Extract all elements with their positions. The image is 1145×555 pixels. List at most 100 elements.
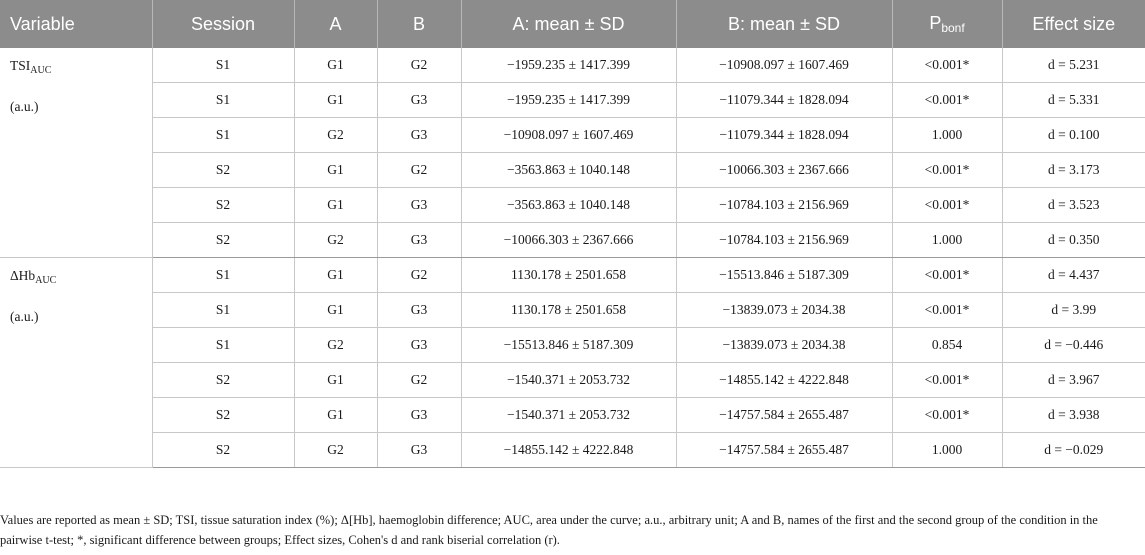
variable-subscript: AUC bbox=[30, 65, 52, 76]
p-value-cell: <0.001* bbox=[891, 187, 1002, 223]
group-b-cell: G3 bbox=[376, 187, 461, 223]
a-mean-cell: −10908.097 ± 1607.469 bbox=[460, 117, 676, 153]
group-a-cell: G1 bbox=[293, 187, 377, 223]
group-b-cell: G3 bbox=[376, 432, 461, 468]
table-body: TSIAUC (a.u.) S1 G1 G2 −1959.235 ± 1417.399 −1… bbox=[0, 48, 1145, 468]
effect-size-cell: d = 3.523 bbox=[1001, 187, 1145, 223]
table-row: S2 G2 G3 −10066.303 ± 2367.666 −10784.103 ± … bbox=[0, 222, 1145, 258]
p-value-cell: <0.001* bbox=[891, 152, 1002, 188]
table-row: S1 G2 G3 −10908.097 ± 1607.469 −11079.344 ± … bbox=[0, 117, 1145, 153]
table-row: TSIAUC (a.u.) S1 G1 G2 −1959.235 ± 1417.399 −1… bbox=[0, 48, 1145, 258]
header-p-bonf: Pbonf bbox=[891, 0, 1002, 48]
group-b-cell: G3 bbox=[376, 82, 461, 118]
table-row: S2 G1 G3 −1540.371 ± 2053.732 −14757.584 ± 2… bbox=[0, 397, 1145, 433]
group-a-cell: G1 bbox=[293, 82, 377, 118]
group-b-cell: G3 bbox=[376, 117, 461, 153]
b-mean-cell: −11079.344 ± 1828.094 bbox=[675, 82, 892, 118]
table-row: S1 G1 G3 −1959.235 ± 1417.399 −11079.344 ± 1… bbox=[0, 82, 1145, 118]
session-cell: S1 bbox=[151, 48, 294, 83]
table-row: S2 G1 G2 −3563.863 ± 1040.148 −10066.303 ± 2… bbox=[0, 152, 1145, 188]
variable-unit: (a.u.) bbox=[10, 309, 39, 324]
effect-size-cell: d = 0.100 bbox=[1001, 117, 1145, 153]
a-mean-cell: −3563.863 ± 1040.148 bbox=[460, 152, 676, 188]
variable-main: TSI bbox=[10, 58, 31, 73]
effect-size-cell: d = 3.173 bbox=[1001, 152, 1145, 188]
b-mean-cell: −15513.846 ± 5187.309 bbox=[675, 257, 892, 293]
table-row: S2 G1 G3 −3563.863 ± 1040.148 −10784.103 ± 2… bbox=[0, 187, 1145, 223]
a-mean-cell: 1130.178 ± 2501.658 bbox=[460, 257, 676, 293]
b-mean-cell: −10784.103 ± 2156.969 bbox=[675, 222, 892, 258]
a-mean-cell: −1959.235 ± 1417.399 bbox=[460, 48, 676, 83]
b-mean-cell: −10066.303 ± 2367.666 bbox=[675, 152, 892, 188]
header-b-mean: B: mean ± SD bbox=[675, 0, 892, 48]
session-cell: S1 bbox=[151, 117, 294, 153]
b-mean-cell: −10908.097 ± 1607.469 bbox=[675, 48, 892, 83]
group-b-cell: G2 bbox=[376, 48, 461, 83]
session-cell: S2 bbox=[151, 222, 294, 258]
b-mean-cell: −13839.073 ± 2034.38 bbox=[675, 292, 892, 328]
p-value-cell: <0.001* bbox=[891, 257, 1002, 293]
header-effect-size: Effect size bbox=[1001, 0, 1145, 48]
effect-size-cell: d = 3.99 bbox=[1001, 292, 1145, 328]
variable-cell: ΔHbAUC (a.u.) bbox=[0, 257, 153, 468]
variable-cell: TSIAUC (a.u.) bbox=[0, 48, 153, 258]
header-p-main: P bbox=[929, 13, 942, 33]
p-value-cell: <0.001* bbox=[891, 82, 1002, 118]
b-mean-cell: −11079.344 ± 1828.094 bbox=[675, 117, 892, 153]
group-a-cell: G2 bbox=[293, 432, 377, 468]
effect-size-cell: d = −0.446 bbox=[1001, 327, 1145, 363]
header-variable: Variable bbox=[0, 0, 152, 48]
variable-unit: (a.u.) bbox=[10, 99, 39, 114]
b-mean-cell: −13839.073 ± 2034.38 bbox=[675, 327, 892, 363]
variable-subscript: AUC bbox=[35, 275, 57, 286]
effect-size-cell: d = 3.938 bbox=[1001, 397, 1145, 433]
group-b-cell: G3 bbox=[376, 222, 461, 258]
group-b-cell: G3 bbox=[376, 327, 461, 363]
session-cell: S1 bbox=[151, 82, 294, 118]
header-session: Session bbox=[151, 0, 294, 48]
table-row: S2 G2 G3 −14855.142 ± 4222.848 −14757.584 ± … bbox=[0, 432, 1145, 468]
p-value-cell: <0.001* bbox=[891, 48, 1002, 83]
header-b: B bbox=[376, 0, 461, 48]
a-mean-cell: −1540.371 ± 2053.732 bbox=[460, 362, 676, 398]
a-mean-cell: −1959.235 ± 1417.399 bbox=[460, 82, 676, 118]
b-mean-cell: −14855.142 ± 4222.848 bbox=[675, 362, 892, 398]
p-value-cell: <0.001* bbox=[891, 397, 1002, 433]
group-b-cell: G3 bbox=[376, 292, 461, 328]
group-a-cell: G2 bbox=[293, 222, 377, 258]
results-table: Variable Session A B A: mean ± SD B: mea… bbox=[0, 0, 1145, 468]
table-row: S2 G1 G2 −1540.371 ± 2053.732 −14855.142 ± 4… bbox=[0, 362, 1145, 398]
effect-size-cell: d = 3.967 bbox=[1001, 362, 1145, 398]
p-value-cell: <0.001* bbox=[891, 362, 1002, 398]
group-b-cell: G2 bbox=[376, 257, 461, 293]
b-mean-cell: −10784.103 ± 2156.969 bbox=[675, 187, 892, 223]
b-mean-cell: −14757.584 ± 2655.487 bbox=[675, 397, 892, 433]
group-a-cell: G2 bbox=[293, 327, 377, 363]
effect-size-cell: d = −0.029 bbox=[1001, 432, 1145, 468]
effect-size-cell: d = 5.331 bbox=[1001, 82, 1145, 118]
group-a-cell: G1 bbox=[293, 48, 377, 83]
effect-size-cell: d = 4.437 bbox=[1001, 257, 1145, 293]
b-mean-cell: −14757.584 ± 2655.487 bbox=[675, 432, 892, 468]
session-cell: S2 bbox=[151, 397, 294, 433]
group-a-cell: G1 bbox=[293, 152, 377, 188]
group-a-cell: G2 bbox=[293, 117, 377, 153]
p-value-cell: 1.000 bbox=[891, 222, 1002, 258]
variable-main: ΔHb bbox=[10, 268, 36, 283]
a-mean-cell: −1540.371 ± 2053.732 bbox=[460, 397, 676, 433]
a-mean-cell: 1130.178 ± 2501.658 bbox=[460, 292, 676, 328]
session-cell: S2 bbox=[151, 152, 294, 188]
session-cell: S2 bbox=[151, 432, 294, 468]
group-b-cell: G2 bbox=[376, 152, 461, 188]
session-cell: S1 bbox=[151, 257, 294, 293]
p-value-cell: 1.000 bbox=[891, 117, 1002, 153]
table-row: S1 G1 G3 1130.178 ± 2501.658 −13839.073 ± 20… bbox=[0, 292, 1145, 328]
header-a: A bbox=[293, 0, 377, 48]
table-footnote: Values are reported as mean ± SD; TSI, t… bbox=[0, 513, 1098, 547]
table-header: Variable Session A B A: mean ± SD B: mea… bbox=[0, 0, 1145, 48]
group-b-cell: G3 bbox=[376, 397, 461, 433]
group-a-cell: G1 bbox=[293, 397, 377, 433]
group-a-cell: G1 bbox=[293, 257, 377, 293]
group-b-cell: G2 bbox=[376, 362, 461, 398]
variable-name: ΔHbAUC bbox=[10, 258, 152, 299]
